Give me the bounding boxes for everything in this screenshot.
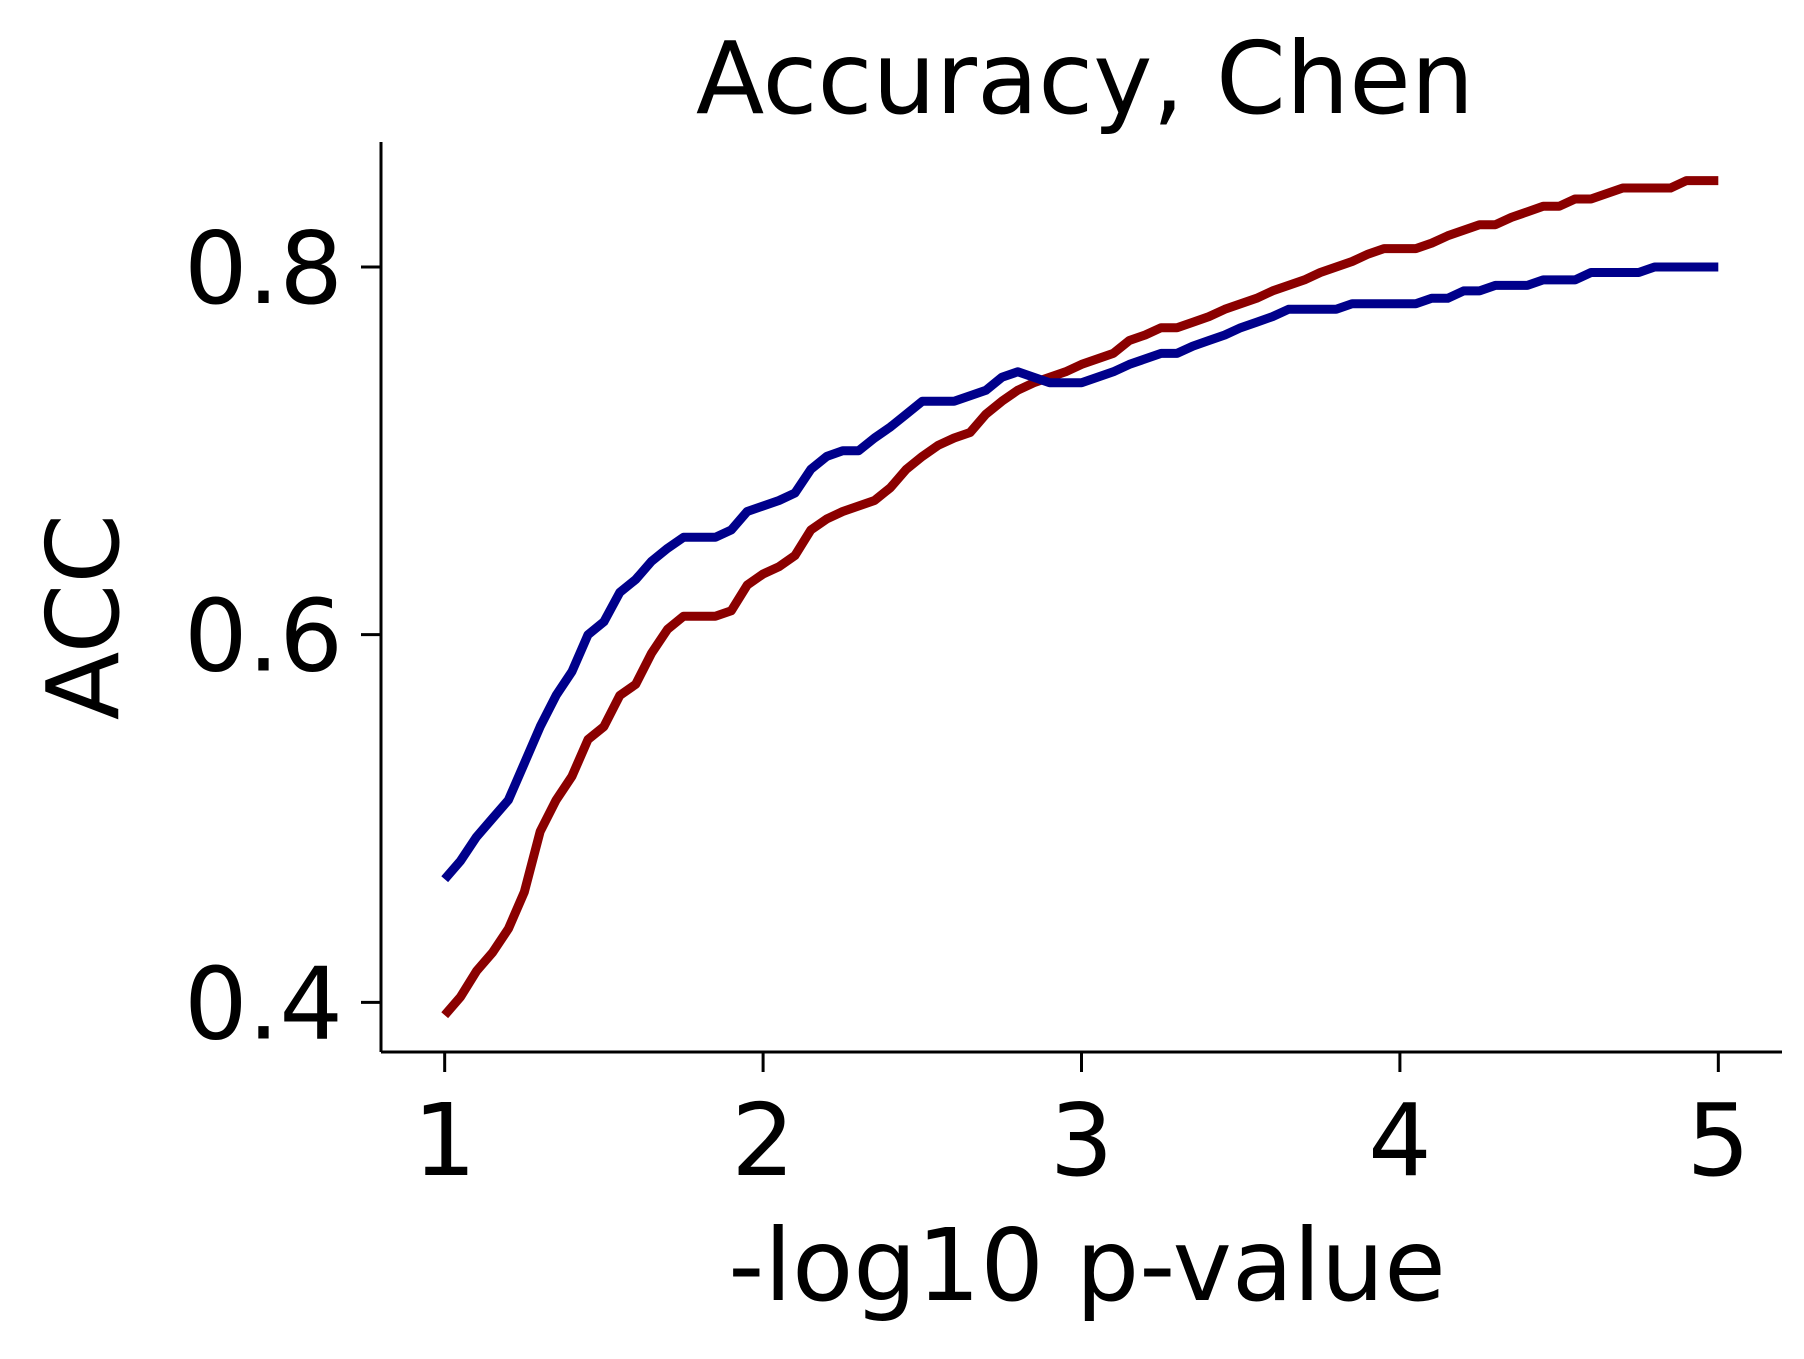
x-tick-label: 1 <box>413 1082 477 1199</box>
x-tick-label: 2 <box>731 1082 795 1199</box>
chart-title: Accuracy, Chen <box>696 20 1474 137</box>
y-tick-label: 0.6 <box>184 578 343 695</box>
y-axis-label: ACC <box>25 514 142 720</box>
x-axis-label: -log10 p-value <box>728 1207 1446 1324</box>
series-layer <box>441 176 1719 1019</box>
series-line-2 <box>441 262 1719 883</box>
ticks-layer: 1 2 3 4 5 0.4 0.6 0.8 <box>184 210 1750 1199</box>
series-line-1 <box>441 176 1719 1019</box>
y-tick-label: 0.8 <box>184 210 343 327</box>
x-tick-label: 3 <box>1050 1082 1114 1199</box>
x-tick-label: 4 <box>1368 1082 1432 1199</box>
y-tick-label: 0.4 <box>184 945 343 1062</box>
x-tick-label: 5 <box>1687 1082 1751 1199</box>
